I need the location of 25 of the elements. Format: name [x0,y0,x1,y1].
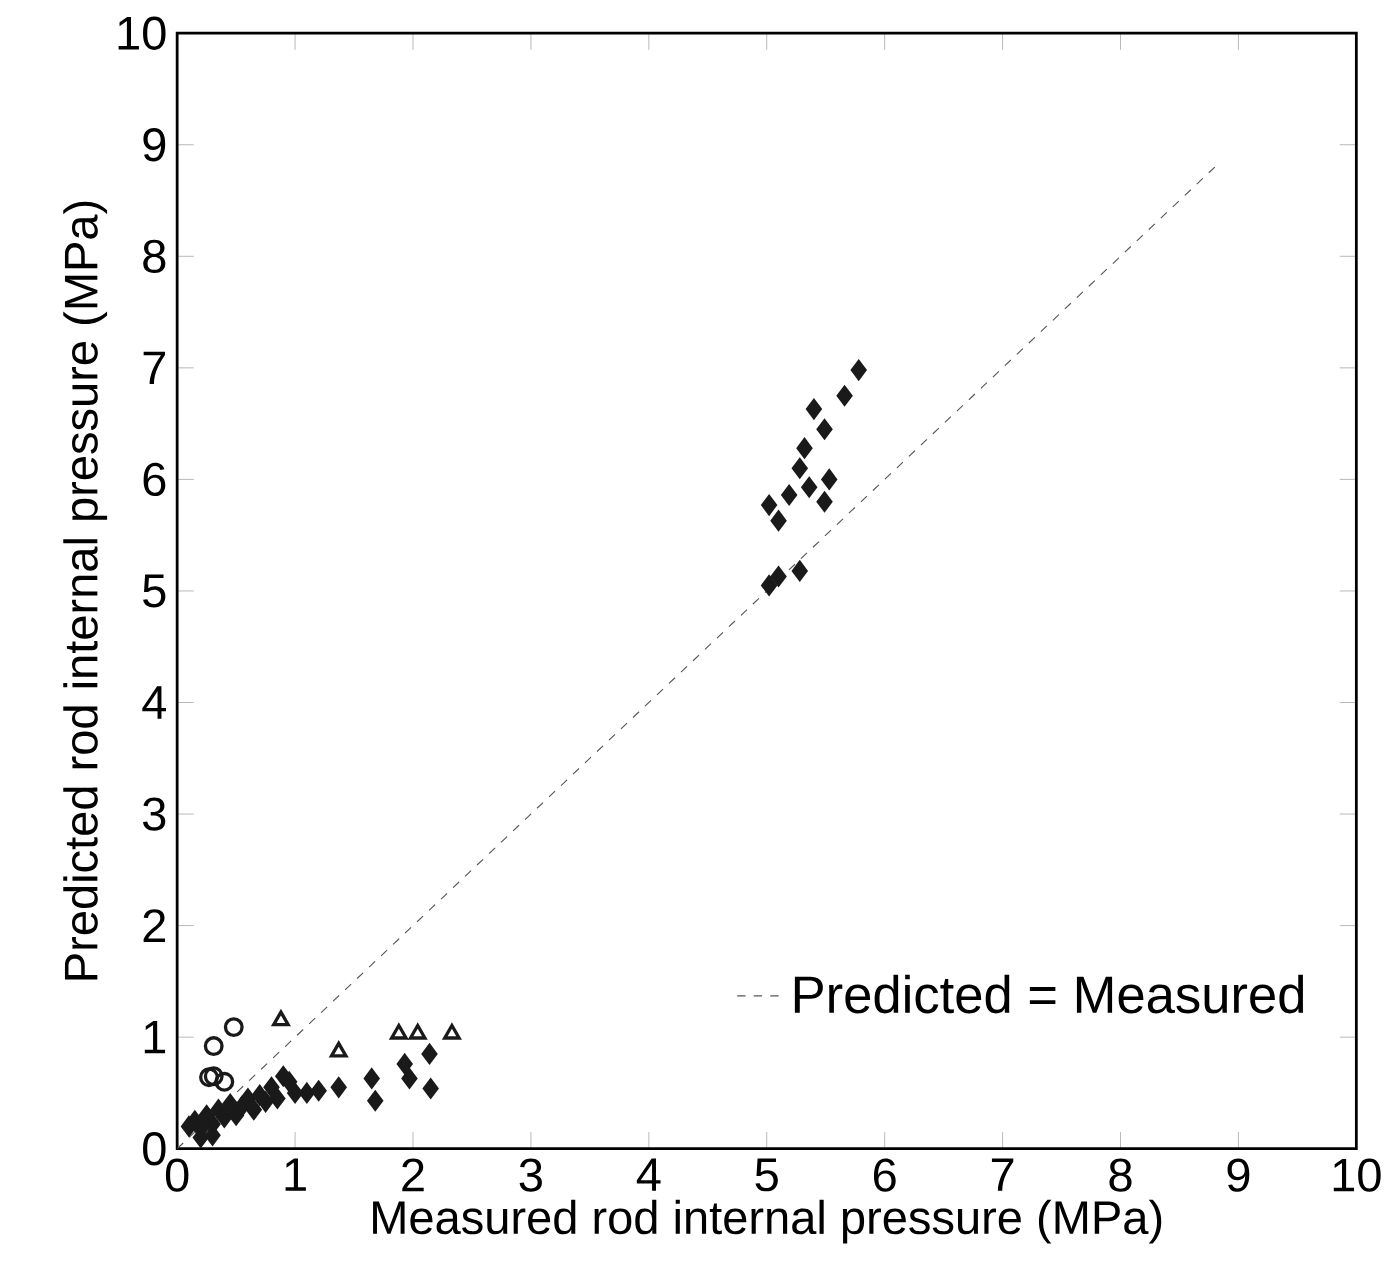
y-tick-label: 5 [143,574,166,608]
x-tick-label: 2 [402,1158,424,1192]
x-axis-title: Measured rod internal pressure (MPa) [373,1199,1162,1244]
y-tick-label: 0 [143,1131,166,1166]
y-tick-label: 3 [142,797,166,831]
x-tick-label: 7 [991,1158,1014,1191]
y-tick-label: 2 [143,909,165,942]
y-tick-label: 1 [144,1020,166,1054]
x-tick-label: 6 [873,1158,896,1192]
x-tick-label: 3 [519,1158,542,1192]
y-tick-label: 8 [143,239,166,273]
x-tick-label: 1 [285,1158,306,1191]
y-tick-label: 9 [143,127,166,162]
x-tick-label: 0 [165,1158,189,1192]
x-tick-label: 4 [636,1158,661,1191]
x-tick-label: 9 [1227,1158,1250,1192]
x-tick-label: 10 [1333,1158,1381,1192]
y-tick-label: 4 [142,686,166,719]
y-tick-label: 7 [143,351,165,384]
y-axis-title: Predicted rod internal pressure (MPa) [63,201,108,980]
x-tick-label: 5 [755,1158,778,1192]
legend-label: Predicted = Measured [794,974,1304,1014]
x-tick-label: 8 [1109,1158,1132,1192]
y-tick-label: 6 [143,462,166,496]
y-tick-label: 10 [118,16,166,50]
